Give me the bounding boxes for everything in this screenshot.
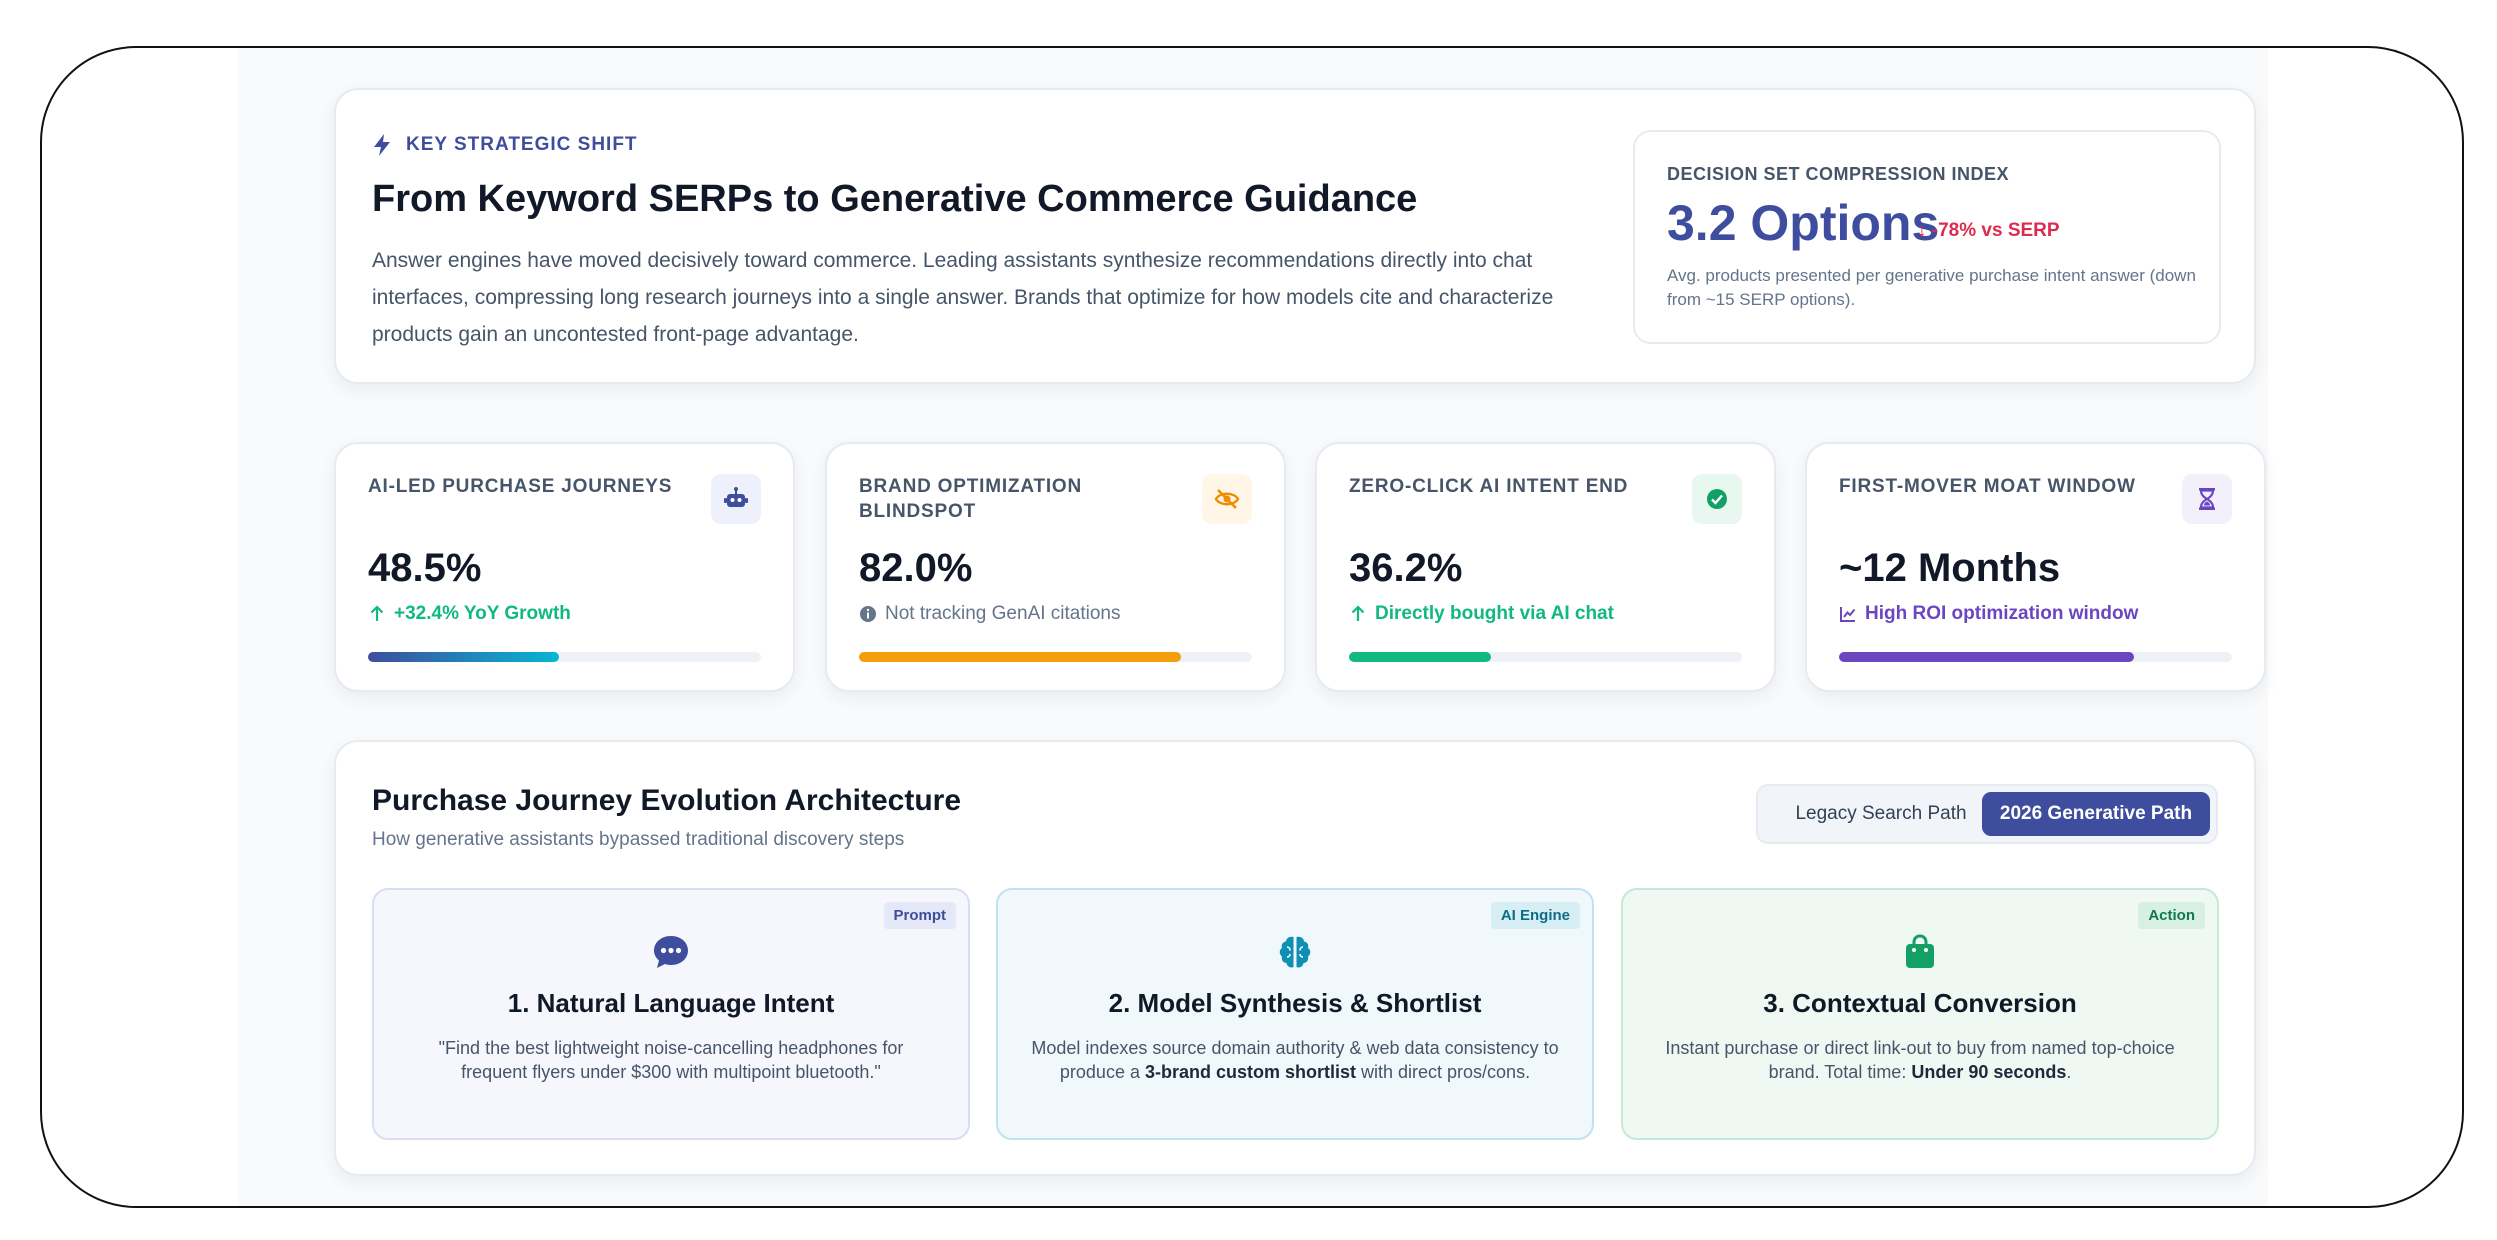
index-label: DECISION SET COMPRESSION INDEX — [1667, 164, 2010, 184]
kpi-icon-box — [711, 474, 761, 524]
kpi-icon-box — [1202, 474, 1252, 524]
eyebrow: KEY STRATEGIC SHIFT — [372, 134, 638, 156]
journey-step-synthesis: AI Engine 2. Model Synthesis & Shortlist… — [996, 888, 1594, 1140]
kpi-value: 36.2% — [1349, 546, 1463, 590]
journey-evolution-card: Purchase Journey Evolution Architecture … — [334, 740, 2256, 1176]
kpi-subtext-label: +32.4% YoY Growth — [394, 603, 571, 624]
kpi-card-moat-window: FIRST-MOVER MOAT WINDOW ~12 Months High … — [1805, 442, 2266, 692]
kpi-progress-fill — [1349, 652, 1492, 662]
legacy-search-path-button[interactable]: Legacy Search Path — [1766, 792, 1996, 836]
arrow-up-icon — [1351, 605, 1365, 621]
journey-step-intent: Prompt 1. Natural Language Intent "Find … — [372, 888, 970, 1140]
kpi-card-ai-led: AI-LED PURCHASE JOURNEYS 48.5% +32.4% Yo… — [334, 442, 795, 692]
index-value: 3.2 Options — [1667, 195, 1940, 251]
hero-title: From Keyword SERPs to Generative Commerc… — [372, 178, 1418, 220]
kpi-subtext: Not tracking GenAI citations — [859, 603, 1121, 625]
step-description-text: with direct pros/cons. — [1356, 1062, 1531, 1082]
index-change: ↓ -78% vs SERP — [1917, 220, 2060, 241]
kpi-subtext-label: High ROI optimization window — [1865, 603, 2139, 624]
check-circle-icon — [1707, 489, 1727, 509]
kpi-progress-track — [1349, 652, 1742, 662]
step-description-emphasis: Under 90 seconds — [1911, 1062, 2067, 1082]
kpi-progress-fill — [859, 652, 1182, 662]
path-toggle: Legacy Search Path 2026 Generative Path — [1756, 784, 2218, 844]
kpi-value: ~12 Months — [1839, 546, 2061, 590]
robot-icon — [724, 487, 748, 507]
kpi-progress-track — [368, 652, 761, 662]
step-badge: Prompt — [883, 902, 956, 929]
kpi-card-blindspot: BRAND OPTIMIZATION BLINDSPOT 82.0% Not t… — [825, 442, 1286, 692]
kpi-progress-fill — [1839, 652, 2134, 662]
kpi-subtext: Directly bought via AI chat — [1349, 603, 1614, 625]
step-description: "Find the best lightweight noise-cancell… — [404, 1036, 938, 1084]
step-description-text: Instant purchase or direct link-out to b… — [1665, 1038, 2175, 1082]
kpi-subtext-label: Not tracking GenAI citations — [885, 603, 1121, 624]
kpi-label: FIRST-MOVER MOAT WINDOW — [1839, 476, 2136, 497]
kpi-label: AI-LED PURCHASE JOURNEYS — [368, 476, 673, 497]
chart-line-icon — [1840, 607, 1856, 622]
eyebrow-text: KEY STRATEGIC SHIFT — [406, 134, 638, 155]
lightning-bolt-icon — [374, 134, 390, 156]
step-title: 3. Contextual Conversion — [1763, 988, 2077, 1018]
kpi-progress-track — [859, 652, 1252, 662]
kpi-subtext: High ROI optimization window — [1839, 603, 2138, 625]
kpi-value: 82.0% — [859, 546, 973, 590]
step-description-text: . — [2066, 1062, 2072, 1082]
kpi-icon-box — [2182, 474, 2232, 524]
arrow-up-icon — [370, 605, 384, 621]
kpi-progress-fill — [368, 652, 559, 662]
shopping-bag-icon — [1906, 934, 1934, 968]
index-note: Avg. products presented per generative p… — [1667, 266, 2196, 309]
step-description: Model indexes source domain authority & … — [1028, 1036, 1562, 1084]
kpi-label: BRAND OPTIMIZATION BLINDSPOT — [859, 476, 1083, 522]
journey-subtitle: How generative assistants bypassed tradi… — [372, 829, 905, 850]
chat-bubble-icon — [654, 936, 688, 968]
info-icon — [860, 606, 876, 622]
kpi-subtext: +32.4% YoY Growth — [368, 603, 571, 625]
compression-index-card: DECISION SET COMPRESSION INDEX 3.2 Optio… — [1633, 130, 2221, 344]
eye-slash-icon — [1214, 489, 1240, 509]
journey-title: Purchase Journey Evolution Architecture — [372, 784, 962, 817]
step-description-text: "Find the best lightweight noise-cancell… — [438, 1038, 904, 1082]
step-title: 1. Natural Language Intent — [507, 988, 835, 1018]
brain-icon — [1279, 936, 1311, 968]
kpi-subtext-label: Directly bought via AI chat — [1375, 603, 1614, 624]
kpi-icon-box — [1692, 474, 1742, 524]
step-title: 2. Model Synthesis & Shortlist — [1108, 988, 1482, 1018]
dashboard-page: KEY STRATEGIC SHIFT From Keyword SERPs t… — [238, 48, 2268, 1206]
kpi-progress-track — [1839, 652, 2232, 662]
kpi-label: ZERO-CLICK AI INTENT END — [1349, 476, 1629, 497]
kpi-value: 48.5% — [368, 546, 482, 590]
kpi-card-zero-click: ZERO-CLICK AI INTENT END 36.2% Directly … — [1315, 442, 1776, 692]
step-description-text: Model indexes source domain authority & … — [1031, 1038, 1559, 1082]
hero-description: Answer engines have moved decisively tow… — [372, 249, 1554, 346]
journey-step-conversion: Action 3. Contextual Conversion Instant … — [1621, 888, 2219, 1140]
screenshot-frame: KEY STRATEGIC SHIFT From Keyword SERPs t… — [40, 46, 2464, 1208]
step-description: Instant purchase or direct link-out to b… — [1653, 1036, 2187, 1084]
step-badge: AI Engine — [1490, 902, 1580, 929]
step-description-emphasis: 3-brand custom shortlist — [1144, 1062, 1356, 1082]
strategic-shift-card: KEY STRATEGIC SHIFT From Keyword SERPs t… — [334, 88, 2256, 384]
hourglass-icon — [2199, 488, 2215, 510]
generative-path-button[interactable]: 2026 Generative Path — [1982, 792, 2210, 836]
step-badge: Action — [2138, 902, 2205, 929]
